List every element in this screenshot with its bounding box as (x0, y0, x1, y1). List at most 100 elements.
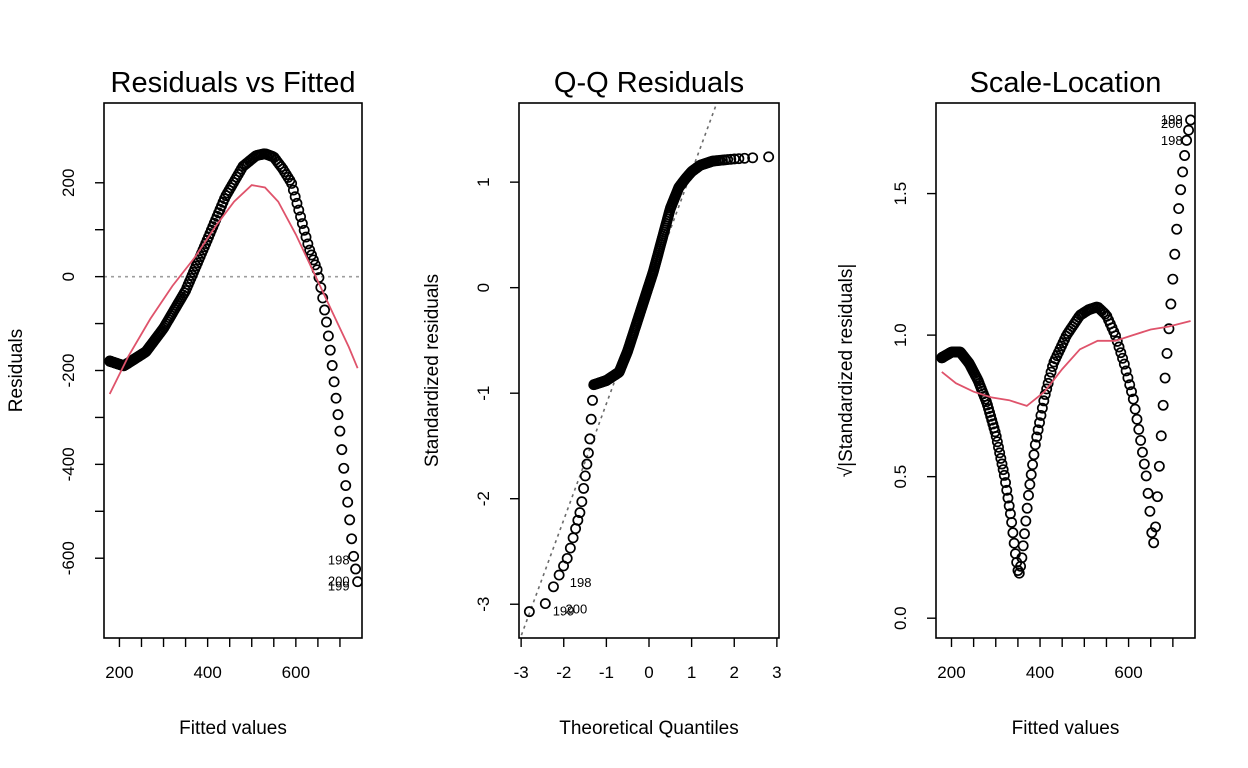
data-point (739, 152, 750, 164)
data-point (1017, 540, 1029, 552)
data-point (990, 430, 1002, 442)
data-point (321, 316, 332, 328)
data-point (1035, 409, 1047, 421)
data-point (304, 244, 316, 256)
plot-title: Q-Q Residuals (554, 67, 744, 99)
data-point (344, 514, 356, 526)
data-point (1029, 439, 1041, 451)
data-point (1165, 298, 1177, 310)
plot-title: Residuals vs Fitted (111, 67, 356, 99)
point-label: 198 (1161, 133, 1183, 148)
x-axis-label: Fitted values (1012, 718, 1120, 739)
y-tick-label: -3 (474, 597, 493, 612)
data-points (523, 151, 775, 618)
data-point (997, 464, 1009, 476)
data-point (1122, 372, 1134, 384)
data-point (991, 436, 1003, 448)
data-point (296, 218, 308, 229)
data-point (1025, 469, 1037, 481)
data-point (1113, 341, 1125, 353)
data-point (1001, 484, 1013, 496)
qq-residuals-panel: Q-Q Residuals Theoretical Quantiles Standa… (422, 67, 782, 739)
data-point (1127, 393, 1139, 405)
data-point (1159, 372, 1171, 384)
data-point (763, 151, 775, 163)
y-tick-label: 0.5 (891, 465, 910, 489)
y-tick-label: 0.0 (891, 606, 910, 630)
data-point (302, 238, 314, 250)
data-points (104, 148, 362, 588)
data-point (1118, 358, 1130, 370)
data-point (553, 569, 565, 581)
data-point (315, 282, 327, 293)
data-point (287, 184, 299, 196)
x-tick-label: 2 (730, 663, 739, 682)
residuals-vs-fitted-panel: Residuals vs Fitted Fitted values Residual… (6, 67, 363, 739)
data-point (1148, 537, 1160, 549)
data-point (300, 231, 312, 243)
point-label: 200 (328, 574, 350, 589)
data-point (1115, 347, 1127, 359)
y-tick-label: -2 (474, 491, 493, 506)
x-tick-label: 1 (687, 663, 696, 682)
data-point (1002, 492, 1014, 504)
data-point (306, 249, 317, 261)
data-point (564, 542, 576, 554)
data-point (548, 581, 559, 593)
x-tick-label: -1 (599, 663, 614, 682)
y-tick-label: -600 (59, 541, 78, 575)
data-point (1038, 395, 1050, 407)
data-point (1151, 491, 1163, 503)
data-point (1181, 134, 1193, 146)
data-point (725, 153, 737, 165)
data-point (1099, 308, 1111, 320)
data-point (1173, 203, 1185, 215)
x-tick-label: 600 (1114, 663, 1142, 682)
data-point (576, 496, 588, 508)
data-point (332, 409, 344, 421)
data-point (1003, 500, 1015, 512)
data-point (1177, 166, 1189, 178)
data-point (989, 426, 1001, 438)
x-tick-label: 600 (282, 663, 310, 682)
data-point (1034, 417, 1045, 429)
plot-frame (935, 102, 1196, 639)
data-point (334, 425, 346, 437)
y-axis-label: Standardized residuals (422, 274, 443, 467)
data-point (324, 344, 336, 356)
data-point (1000, 477, 1012, 489)
data-point (1131, 413, 1143, 425)
data-point (1137, 446, 1148, 458)
data-point (993, 441, 1004, 453)
data-point (342, 496, 354, 508)
plot-area (519, 103, 775, 638)
data-point (585, 413, 597, 425)
data-point (994, 447, 1006, 459)
data-point (1036, 402, 1048, 414)
smooth-line (108, 184, 359, 395)
plot-area (104, 148, 362, 588)
plot-area (936, 114, 1195, 579)
data-point (1140, 470, 1152, 482)
data-point (1016, 552, 1028, 564)
data-point (319, 304, 331, 316)
x-axis-label: Fitted values (179, 718, 287, 739)
y-tick-label: 1.0 (891, 323, 910, 347)
data-point (1138, 458, 1150, 470)
point-label: 199 (1161, 112, 1183, 127)
data-point (1175, 184, 1187, 196)
x-tick-label: 400 (1026, 663, 1054, 682)
x-tick-label: 200 (105, 663, 133, 682)
data-point (340, 480, 352, 491)
point-label: 199 (553, 604, 575, 619)
data-point (998, 469, 1010, 481)
y-tick-label: -400 (59, 447, 78, 481)
plot-frame (103, 102, 363, 639)
data-point (996, 458, 1008, 470)
y-tick-label: 200 (59, 169, 78, 197)
point-label: 200 (566, 602, 588, 617)
data-point (574, 507, 586, 519)
data-point (338, 462, 350, 474)
data-point (346, 533, 358, 545)
